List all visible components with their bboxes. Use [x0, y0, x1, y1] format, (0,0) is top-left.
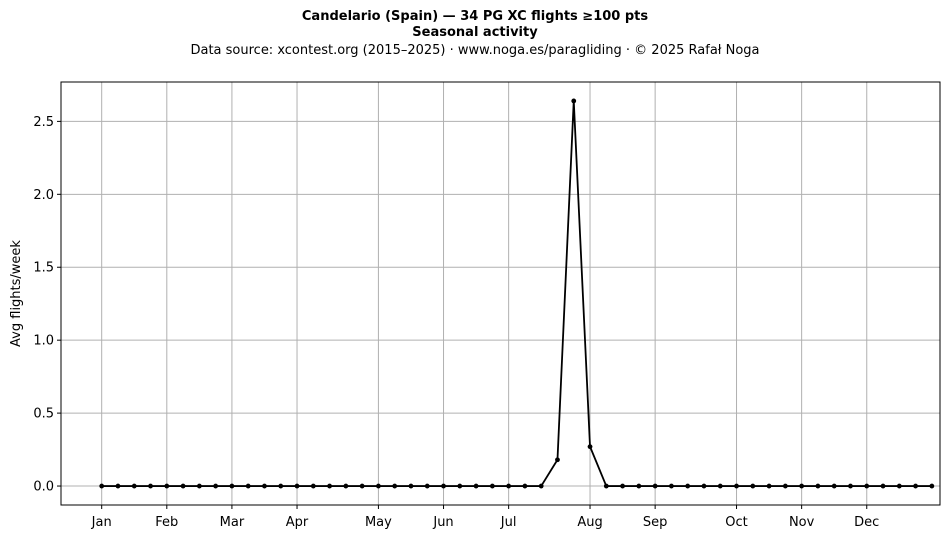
data-point: [245, 483, 251, 489]
y-axis-ticks: 0.0 0.5 1.0 1.5 2.0 2.5: [33, 115, 61, 495]
data-point: [538, 483, 544, 489]
data-point: [489, 483, 495, 489]
data-point: [424, 483, 430, 489]
x-tick-label: Oct: [725, 515, 747, 530]
data-point: [555, 457, 560, 463]
data-point: [717, 483, 723, 489]
data-point: [913, 483, 918, 489]
data-point: [359, 483, 365, 489]
data-point: [376, 483, 381, 489]
data-point: [343, 483, 349, 489]
y-tick-label: 1.0: [33, 334, 54, 349]
data-point: [408, 483, 414, 489]
y-tick-label: 2.5: [33, 115, 54, 130]
x-tick-label: Jan: [91, 515, 112, 530]
data-point: [294, 483, 300, 489]
data-point: [392, 483, 398, 489]
chart-subtitle: Seasonal activity: [412, 25, 538, 40]
data-point: [587, 444, 593, 450]
x-axis-ticks: Jan Feb Mar Apr May Jun Jul Aug Sep Oct Nov Dec: [91, 505, 879, 530]
data-point: [327, 483, 332, 489]
data-point: [213, 483, 219, 489]
data-point: [685, 483, 691, 489]
data-point: [278, 483, 284, 489]
data-point: [115, 483, 121, 489]
y-tick-label: 0.0: [33, 480, 54, 495]
y-axis-label: Avg flights/week: [9, 240, 24, 347]
data-point: [164, 483, 170, 489]
x-tick-label: Feb: [155, 515, 178, 530]
grid: [61, 82, 940, 505]
data-point: [441, 483, 446, 489]
data-point: [603, 483, 609, 489]
data-point: [701, 483, 707, 489]
data-point: [636, 483, 642, 489]
data-point: [571, 98, 577, 104]
chart-title: Candelario (Spain) — 34 PG XC flights ≥1…: [301, 9, 649, 24]
y-tick-label: 1.5: [33, 261, 54, 276]
data-point: [180, 483, 186, 489]
data-point: [750, 483, 756, 489]
data-point: [522, 483, 528, 489]
x-tick-label: May: [365, 515, 392, 530]
data-point: [929, 483, 935, 489]
x-tick-label: Dec: [854, 515, 879, 530]
data-point: [99, 483, 105, 489]
data-point: [652, 483, 658, 489]
data-point: [864, 483, 870, 489]
x-tick-label: Mar: [220, 515, 245, 530]
data-point: [148, 483, 153, 489]
x-tick-label: Sep: [643, 515, 668, 530]
data-point: [262, 483, 267, 489]
data-point: [473, 483, 479, 489]
data-point: [848, 483, 853, 489]
data-point: [880, 483, 886, 489]
data-point: [669, 483, 674, 489]
x-tick-label: Nov: [789, 515, 815, 530]
y-tick-label: 0.5: [33, 407, 54, 422]
data-points: [99, 98, 935, 489]
data-point: [229, 483, 235, 489]
data-point: [620, 483, 625, 489]
data-point: [782, 483, 788, 489]
data-point: [131, 483, 137, 489]
data-point: [457, 483, 463, 489]
data-point: [799, 483, 805, 489]
x-tick-label: Aug: [577, 515, 602, 530]
x-tick-label: Apr: [286, 515, 309, 530]
data-point: [815, 483, 821, 489]
series-line: [101, 100, 932, 487]
data-point: [896, 483, 902, 489]
data-point: [831, 483, 837, 489]
data-point: [310, 483, 316, 489]
data-point: [506, 483, 512, 489]
plot-frame: [60, 81, 941, 506]
x-tick-label: Jul: [500, 515, 517, 530]
y-tick-label: 2.0: [33, 188, 54, 203]
data-point: [766, 483, 772, 489]
x-tick-label: Jun: [432, 515, 453, 530]
data-point: [734, 483, 739, 489]
series-path: [101, 100, 932, 487]
chart-source: Data source: xcontest.org (2015–2025) · …: [190, 43, 760, 58]
data-point: [196, 483, 202, 489]
